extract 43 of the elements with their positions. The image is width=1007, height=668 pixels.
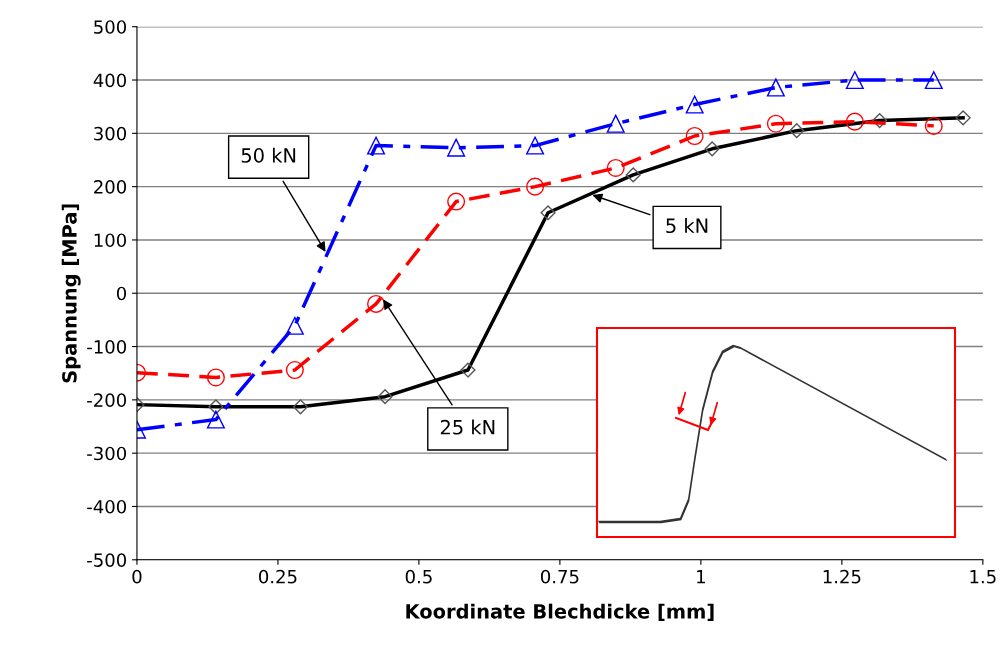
point — [285, 360, 304, 380]
point — [447, 192, 466, 211]
point — [845, 112, 864, 131]
point — [685, 126, 704, 146]
y-tick-label: 300 — [94, 126, 127, 141]
point — [685, 95, 704, 114]
x-tick-label: 0.25 — [259, 569, 297, 584]
point — [845, 70, 864, 90]
x-tick-label: 1 — [697, 570, 705, 584]
annotation: 50 kN — [241, 147, 296, 163]
point — [206, 410, 225, 429]
annotation: 5 kN — [666, 218, 708, 234]
x-tick-label: 0.5 — [405, 569, 432, 584]
y-tick-label: -500 — [87, 553, 127, 567]
y-tick-label: 400 — [93, 73, 127, 88]
point — [766, 78, 785, 97]
point — [924, 70, 943, 90]
y-tick-label: 100 — [94, 233, 127, 248]
y-tick-label: 500 — [94, 20, 127, 34]
annotation: 25 kN — [440, 419, 495, 435]
x-tick-label: 1.25 — [823, 569, 861, 584]
point — [206, 368, 225, 387]
y-tick-label: -300 — [87, 446, 127, 461]
x-axis-title: Koordinate Blechdicke [mm] — [406, 603, 714, 621]
point — [766, 114, 785, 133]
point — [924, 116, 943, 135]
point — [447, 138, 466, 157]
point — [526, 136, 545, 155]
point — [285, 316, 304, 335]
y-tick-label: 0 — [116, 286, 127, 301]
point — [526, 177, 545, 196]
point — [606, 158, 625, 178]
x-tick-label: 0.75 — [540, 569, 579, 584]
point — [367, 294, 386, 313]
y-tick-label: -200 — [87, 393, 127, 407]
y-axis-title: Spannung [MPa] — [61, 204, 81, 383]
point — [606, 114, 625, 133]
point — [367, 136, 386, 155]
x-tick-label: 0 — [132, 569, 142, 584]
y-tick-label: -400 — [87, 499, 127, 514]
y-tick-label: -100 — [87, 340, 127, 354]
x-tick-label: 1.5 — [970, 570, 996, 584]
y-tick-label: 200 — [94, 180, 127, 194]
